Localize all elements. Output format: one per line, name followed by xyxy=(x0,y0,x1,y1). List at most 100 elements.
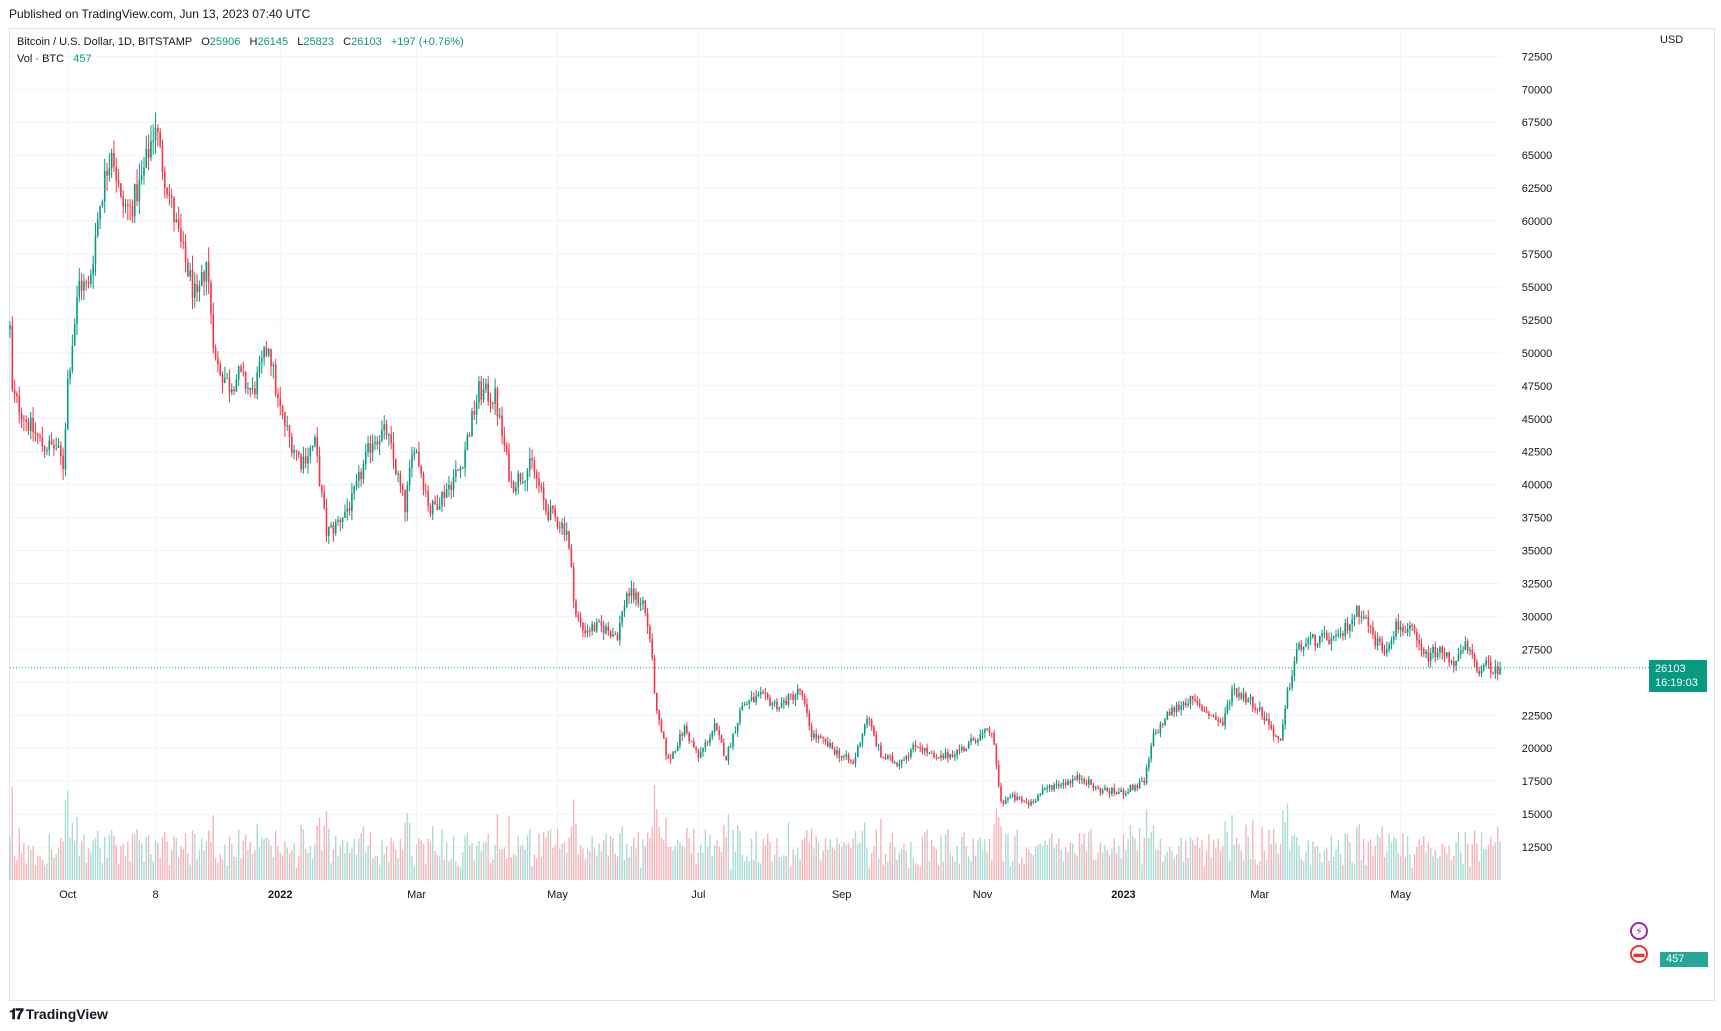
volume-bar xyxy=(1127,839,1129,880)
volume-bar xyxy=(478,841,480,880)
candle-body xyxy=(935,756,938,758)
volume-bar xyxy=(395,849,397,880)
volume-bar xyxy=(1457,832,1460,880)
volume-bar xyxy=(411,855,413,880)
chart-frame[interactable] xyxy=(9,28,1715,1001)
volume-bars xyxy=(9,785,1501,880)
candle-body xyxy=(1305,643,1307,647)
volume-bar xyxy=(1205,850,1208,880)
volume-bar xyxy=(700,844,702,880)
candle-body xyxy=(1323,632,1326,634)
volume-bar xyxy=(1125,849,1127,880)
volume-bar xyxy=(623,860,626,880)
candle-body xyxy=(286,425,289,427)
price-tick-label: 50000 xyxy=(1522,348,1553,360)
volume-bar xyxy=(1092,859,1095,880)
volume-bar xyxy=(1420,845,1423,880)
candle-body xyxy=(1175,704,1178,713)
volume-bar xyxy=(492,859,494,880)
lightning-icon[interactable]: ⚡ xyxy=(1630,922,1648,940)
us-flag-icon[interactable]: ▬ xyxy=(1630,945,1648,963)
volume-bar xyxy=(469,845,471,880)
candle-body xyxy=(332,525,335,534)
candle-body xyxy=(852,761,854,764)
volume-bar xyxy=(1469,866,1471,880)
volume-bar xyxy=(894,847,896,880)
candle-body xyxy=(688,732,690,742)
candle-body xyxy=(974,740,977,743)
tradingview-logo[interactable]: 𝟏𝟕 TradingView xyxy=(9,1005,108,1023)
candle-body xyxy=(572,567,575,601)
candle-body xyxy=(1286,689,1289,709)
candle-body xyxy=(637,592,640,604)
candle-body xyxy=(575,600,577,616)
candle-body xyxy=(524,480,526,482)
candle-body xyxy=(755,695,757,702)
volume-bar xyxy=(1099,842,1102,880)
volume-bar xyxy=(836,837,838,880)
candle-body xyxy=(1462,649,1464,651)
last-price-tag: 26103 16:19:03 xyxy=(1649,659,1707,692)
candle-body xyxy=(1000,786,1002,801)
volume-bar xyxy=(1476,843,1478,880)
candle-body xyxy=(526,470,529,481)
candle-body xyxy=(23,419,25,421)
candle-body xyxy=(168,194,171,197)
volume-bar xyxy=(998,817,1000,880)
volume-bar xyxy=(1298,845,1300,880)
volume-bar xyxy=(734,851,737,880)
candle-body xyxy=(683,725,686,736)
volume-bar xyxy=(854,831,857,880)
volume-bar xyxy=(1150,831,1152,880)
candle-body xyxy=(344,511,346,518)
candle-body xyxy=(584,630,587,634)
volume-bar xyxy=(1157,849,1159,880)
volume-bar xyxy=(1439,856,1441,880)
candle-body xyxy=(87,282,90,284)
volume-bar xyxy=(494,844,496,880)
candle-body xyxy=(1007,797,1009,801)
candle-body xyxy=(716,723,718,730)
candle-body xyxy=(94,235,97,264)
volume-bar xyxy=(660,837,663,880)
candle-body xyxy=(681,733,684,736)
volume-bar xyxy=(1198,847,1201,880)
candle-body xyxy=(1321,633,1323,636)
candle-body xyxy=(1198,702,1201,706)
volume-bar xyxy=(122,843,124,880)
candle-body xyxy=(891,756,894,763)
candle-body xyxy=(1432,646,1434,653)
volume-bar xyxy=(1028,849,1030,880)
currency-label[interactable]: USD xyxy=(1660,34,1684,46)
volume-bar xyxy=(536,858,538,880)
volume-bar xyxy=(399,838,402,880)
volume-bar xyxy=(868,867,871,880)
candle-body xyxy=(1113,787,1116,793)
candle-body xyxy=(993,733,995,745)
grid xyxy=(10,30,1500,880)
time-tick-label: 2022 xyxy=(268,889,292,901)
volume-bar xyxy=(572,799,575,880)
candle-body xyxy=(875,735,878,747)
volume-bar xyxy=(90,852,92,880)
volume-bar xyxy=(910,842,912,880)
candle-body xyxy=(1413,626,1416,633)
volume-bar xyxy=(776,837,778,880)
candle-body xyxy=(337,519,339,522)
candle-body xyxy=(586,630,589,634)
candle-body xyxy=(658,710,660,721)
candle-body xyxy=(496,388,499,417)
candle-body xyxy=(822,737,824,739)
candle-body xyxy=(244,372,247,389)
volume-bar xyxy=(882,864,884,880)
candle-body xyxy=(364,451,367,465)
volume-bar xyxy=(1178,846,1180,880)
volume-bar xyxy=(62,841,64,880)
candle-body xyxy=(436,503,439,510)
candle-body xyxy=(288,425,291,437)
volume-bar xyxy=(566,852,568,880)
time-tick-label: 8 xyxy=(152,889,158,901)
candle-body xyxy=(110,152,113,169)
volume-bar xyxy=(97,830,99,880)
